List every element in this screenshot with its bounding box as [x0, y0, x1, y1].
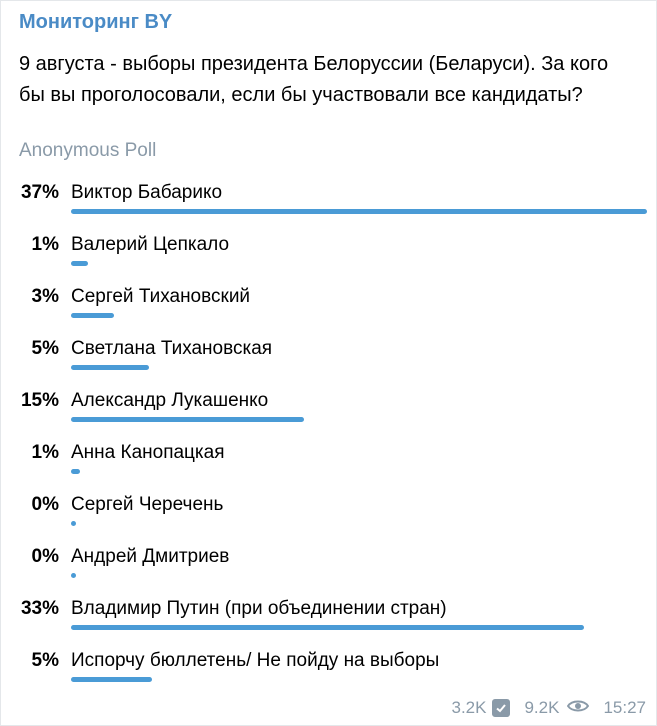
poll-option-bar [71, 573, 76, 578]
poll-option-percent: 1% [31, 234, 59, 255]
poll-option-bar [71, 209, 647, 214]
poll-option-percent: 37% [20, 182, 59, 203]
poll-option[interactable]: 1% Анна Канопацкая [1, 442, 657, 492]
poll-option-label: Сергей Тихановский [71, 286, 251, 307]
poll-option-bar [71, 469, 80, 474]
eye-icon [567, 698, 590, 718]
poll-option[interactable]: 33% Владимир Путин (при объединении стран… [1, 598, 657, 648]
poll-option[interactable]: 15% Александр Лукашенко [1, 390, 657, 440]
poll-option-percent: 5% [31, 338, 59, 359]
poll-option-bar [71, 417, 304, 422]
message-footer: 3.2K 9.2K 15:27 [451, 698, 646, 718]
poll-option-label: Сергей Черечень [71, 494, 224, 515]
poll-option-percent: 15% [20, 390, 59, 411]
poll-option-label: Андрей Дмитриев [71, 546, 230, 567]
poll-option-percent: 5% [31, 650, 59, 671]
poll-option-label: Валерий Цепкало [71, 234, 230, 255]
poll-option-bar [71, 625, 584, 630]
poll-option[interactable]: 0% Сергей Черечень [1, 494, 657, 544]
poll-option-bar [71, 365, 149, 370]
poll-option-percent: 33% [20, 598, 59, 619]
poll-option[interactable]: 0% Андрей Дмитриев [1, 546, 657, 596]
poll-option-label: Александр Лукашенко [71, 390, 269, 411]
poll-option[interactable]: 1% Валерий Цепкало [1, 234, 657, 284]
poll-option[interactable]: 5% Испорчу бюллетень/ Не пойду на выборы [1, 650, 657, 700]
channel-name[interactable]: Мониторинг BY [19, 11, 173, 33]
poll-option-percent: 3% [31, 286, 59, 307]
poll-option-label: Виктор Бабарико [71, 182, 223, 203]
poll-option[interactable]: 37% Виктор Бабарико [1, 182, 657, 232]
poll-question: 9 августа - выборы президента Белоруссии… [19, 53, 609, 106]
check-icon [492, 699, 511, 717]
views-count: 9.2K [524, 698, 560, 717]
poll-type-label: Anonymous Poll [19, 140, 157, 161]
poll-option-label: Светлана Тихановская [71, 338, 273, 359]
poll-option-bar [71, 261, 88, 266]
message-time: 15:27 [603, 698, 646, 717]
poll-option-label: Испорчу бюллетень/ Не пойду на выборы [71, 650, 440, 671]
poll-option-bar [71, 313, 114, 318]
poll-option-percent: 0% [31, 494, 59, 515]
poll-option-bar [71, 521, 76, 526]
poll-option-label: Анна Канопацкая [71, 442, 225, 463]
poll-option[interactable]: 5% Светлана Тихановская [1, 338, 657, 388]
poll-option-percent: 0% [31, 546, 59, 567]
votes-count: 3.2K [451, 698, 487, 717]
poll-option[interactable]: 3% Сергей Тихановский [1, 286, 657, 336]
poll-option-bar [71, 677, 152, 682]
poll-option-percent: 1% [31, 442, 59, 463]
poll-option-label: Владимир Путин (при объединении стран) [71, 598, 447, 619]
